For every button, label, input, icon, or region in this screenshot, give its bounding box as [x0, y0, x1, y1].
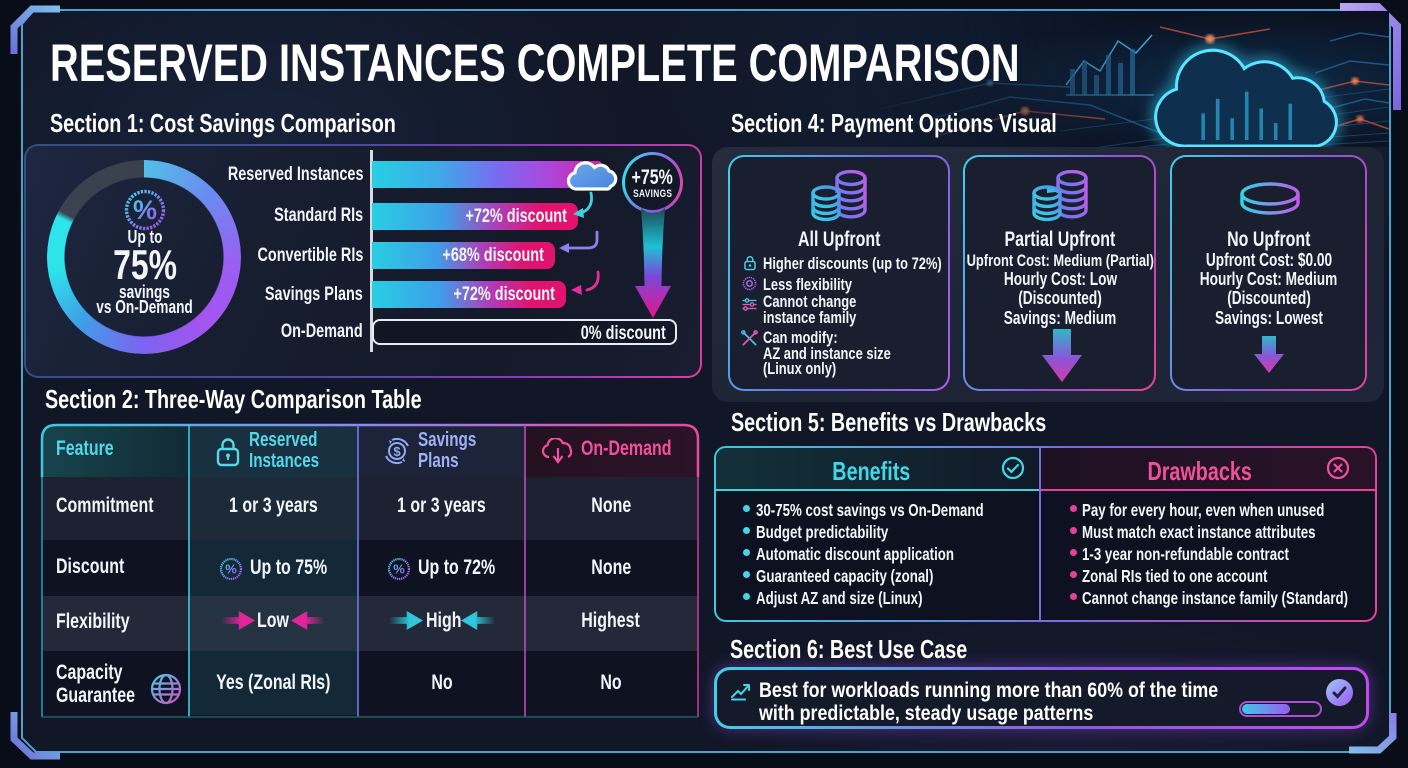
svg-text:$: $ — [393, 444, 401, 459]
svg-text:%: % — [225, 562, 237, 577]
svg-text:%: % — [393, 562, 405, 577]
svg-text:%: % — [133, 195, 157, 225]
